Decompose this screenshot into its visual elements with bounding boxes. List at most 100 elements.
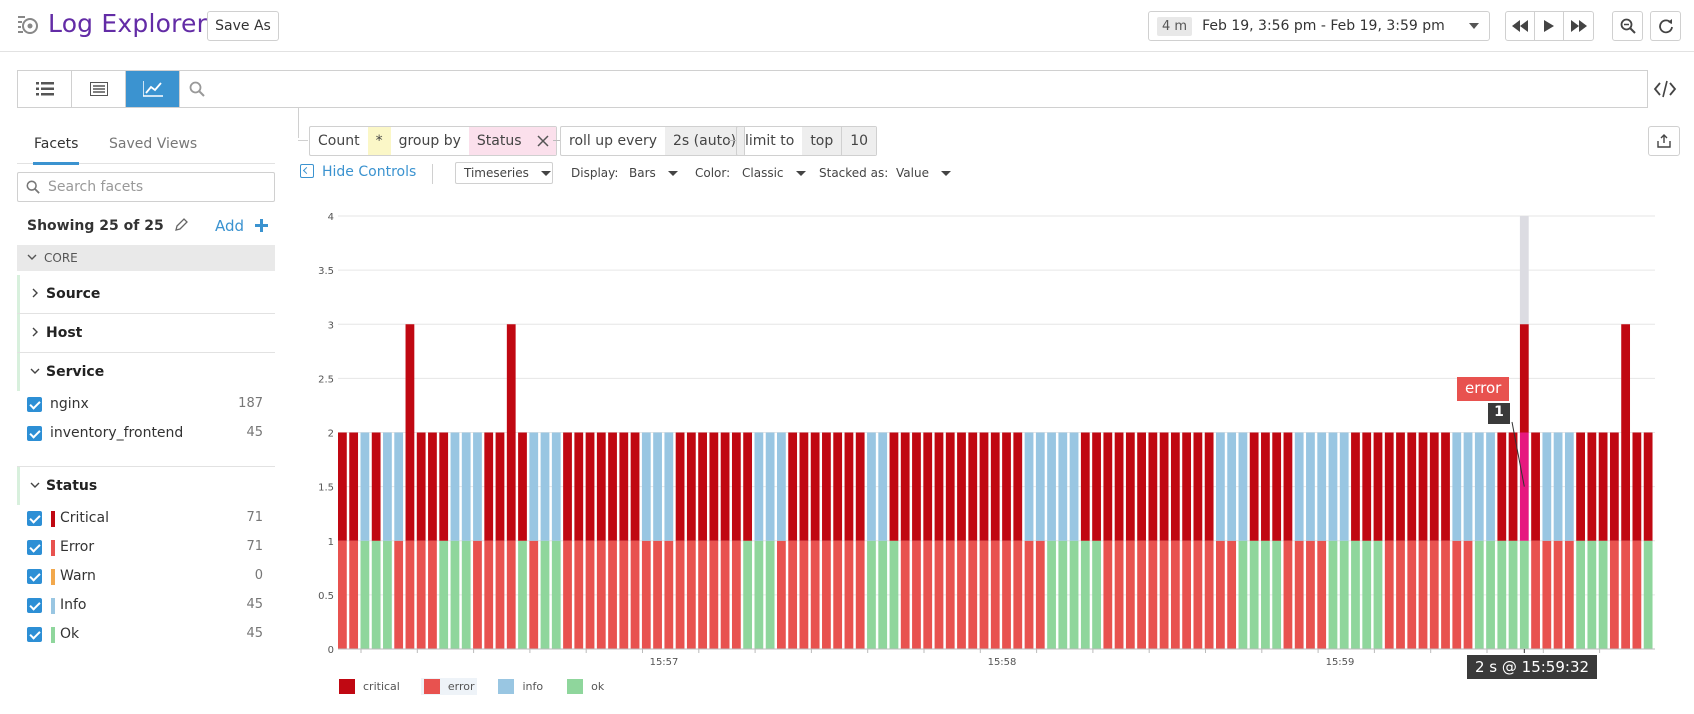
bar-segment[interactable] (608, 540, 617, 649)
bar-segment[interactable] (889, 540, 899, 649)
zoom-out-button[interactable] (1613, 12, 1642, 40)
bar-segment[interactable] (844, 540, 854, 649)
bar-segment[interactable] (822, 540, 831, 649)
bar-segment[interactable] (1621, 540, 1631, 649)
bar-segment[interactable] (653, 432, 662, 541)
bar-segment[interactable] (855, 540, 865, 649)
bar-segment[interactable] (1508, 432, 1518, 541)
bar-segment[interactable] (900, 432, 910, 541)
bar-segment[interactable] (1564, 540, 1574, 649)
legend-item-error[interactable]: error (420, 678, 478, 695)
bar-segment[interactable] (1621, 324, 1631, 433)
bar-segment[interactable] (1193, 540, 1203, 649)
bar-segment[interactable] (1519, 324, 1529, 433)
bar-segment[interactable] (1553, 540, 1563, 649)
bar-segment[interactable] (1317, 432, 1327, 541)
list-view-button[interactable] (18, 71, 72, 107)
bar-segment[interactable] (585, 432, 595, 541)
bar-segment[interactable] (1598, 540, 1608, 649)
bar-segment[interactable] (1114, 432, 1124, 541)
bar-segment[interactable] (484, 432, 494, 541)
bar-segment[interactable] (1013, 432, 1023, 541)
bar-segment[interactable] (1002, 432, 1011, 541)
bar-segment[interactable] (495, 540, 505, 649)
bar-segment[interactable] (484, 540, 494, 649)
bar-segment[interactable] (1463, 540, 1473, 649)
bar-segment[interactable] (563, 432, 572, 541)
bar-segment[interactable] (1441, 540, 1450, 649)
bar-segment[interactable] (450, 432, 460, 541)
bar-segment[interactable] (1159, 540, 1169, 649)
bar-segment[interactable] (945, 432, 955, 541)
bar-segment[interactable] (360, 540, 370, 649)
legend-item-critical[interactable]: critical (336, 678, 403, 695)
bar-segment[interactable] (1396, 432, 1405, 541)
bar-segment[interactable] (473, 540, 482, 649)
limit-direction[interactable]: top (802, 127, 842, 155)
bar-segment[interactable] (686, 540, 696, 649)
bar-segment[interactable] (1137, 540, 1146, 649)
bar-segment[interactable] (664, 540, 674, 649)
bar-segment[interactable] (900, 540, 910, 649)
legend-item-ok[interactable]: ok (564, 678, 607, 695)
bar-segment[interactable] (563, 540, 572, 649)
bar-segment[interactable] (990, 540, 1000, 649)
bar-segment[interactable] (630, 432, 640, 541)
group-by-field[interactable]: Status (468, 127, 530, 155)
query-input[interactable] (214, 75, 1634, 103)
bar-segment[interactable] (506, 540, 516, 649)
save-as-button[interactable]: Save As (207, 11, 279, 41)
bar-segment[interactable] (1080, 540, 1090, 649)
bar-segment[interactable] (596, 540, 606, 649)
tab-facets[interactable]: Facets (32, 136, 80, 165)
bar-segment[interactable] (664, 432, 674, 541)
bar-segment[interactable] (1306, 540, 1315, 649)
bar-segment[interactable] (788, 540, 798, 649)
bar-segment[interactable] (754, 432, 764, 541)
bar-segment[interactable] (1474, 540, 1484, 649)
display-select[interactable]: Bars (629, 162, 678, 184)
bar-segment[interactable] (1373, 432, 1383, 541)
bar-segment[interactable] (1148, 540, 1158, 649)
bar-segment[interactable] (506, 432, 516, 541)
bar-segment[interactable] (1069, 432, 1079, 541)
bar-segment[interactable] (1193, 432, 1203, 541)
bar-segment[interactable] (1643, 432, 1653, 541)
bar-segment[interactable] (1486, 540, 1495, 649)
bar-segment[interactable] (371, 432, 381, 541)
refresh-button[interactable] (1651, 12, 1680, 40)
bar-segment[interactable] (1216, 432, 1225, 541)
checkbox[interactable] (27, 511, 42, 526)
checkbox[interactable] (27, 540, 42, 555)
fast-forward-button[interactable] (1564, 12, 1593, 40)
bar-segment[interactable] (1553, 432, 1563, 541)
bar-segment[interactable] (1069, 540, 1079, 649)
bar-segment[interactable] (934, 432, 944, 541)
bar-segment[interactable] (1632, 432, 1642, 541)
bar-segment[interactable] (720, 432, 730, 541)
bar-segment[interactable] (1283, 540, 1293, 649)
bar-segment[interactable] (1137, 432, 1146, 541)
facet-status[interactable]: Status (17, 467, 275, 505)
bar-segment[interactable] (878, 432, 888, 541)
bar-segment[interactable] (1542, 432, 1552, 541)
bar-segment[interactable] (1216, 540, 1225, 649)
patterns-view-button[interactable] (72, 71, 126, 107)
facet-value-error[interactable]: Error 71 (27, 537, 263, 559)
bar-segment[interactable] (518, 432, 527, 541)
bar-segment[interactable] (1272, 540, 1282, 649)
bar-segment[interactable] (1531, 540, 1540, 649)
bar-segment[interactable] (518, 540, 527, 649)
bar-segment[interactable] (405, 324, 415, 433)
bar-segment[interactable] (1576, 432, 1585, 541)
count-label[interactable]: Count (318, 133, 360, 149)
bar-segment[interactable] (765, 432, 775, 541)
bar-segment[interactable] (709, 432, 719, 541)
bar-segment[interactable] (1294, 432, 1304, 541)
bar-segment[interactable] (529, 432, 539, 541)
bar-segment[interactable] (473, 432, 482, 541)
bar-segment[interactable] (1204, 432, 1214, 541)
bar-segment[interactable] (1452, 432, 1462, 541)
bar-segment[interactable] (574, 432, 584, 541)
facet-value-nginx[interactable]: nginx 187 (27, 394, 263, 416)
